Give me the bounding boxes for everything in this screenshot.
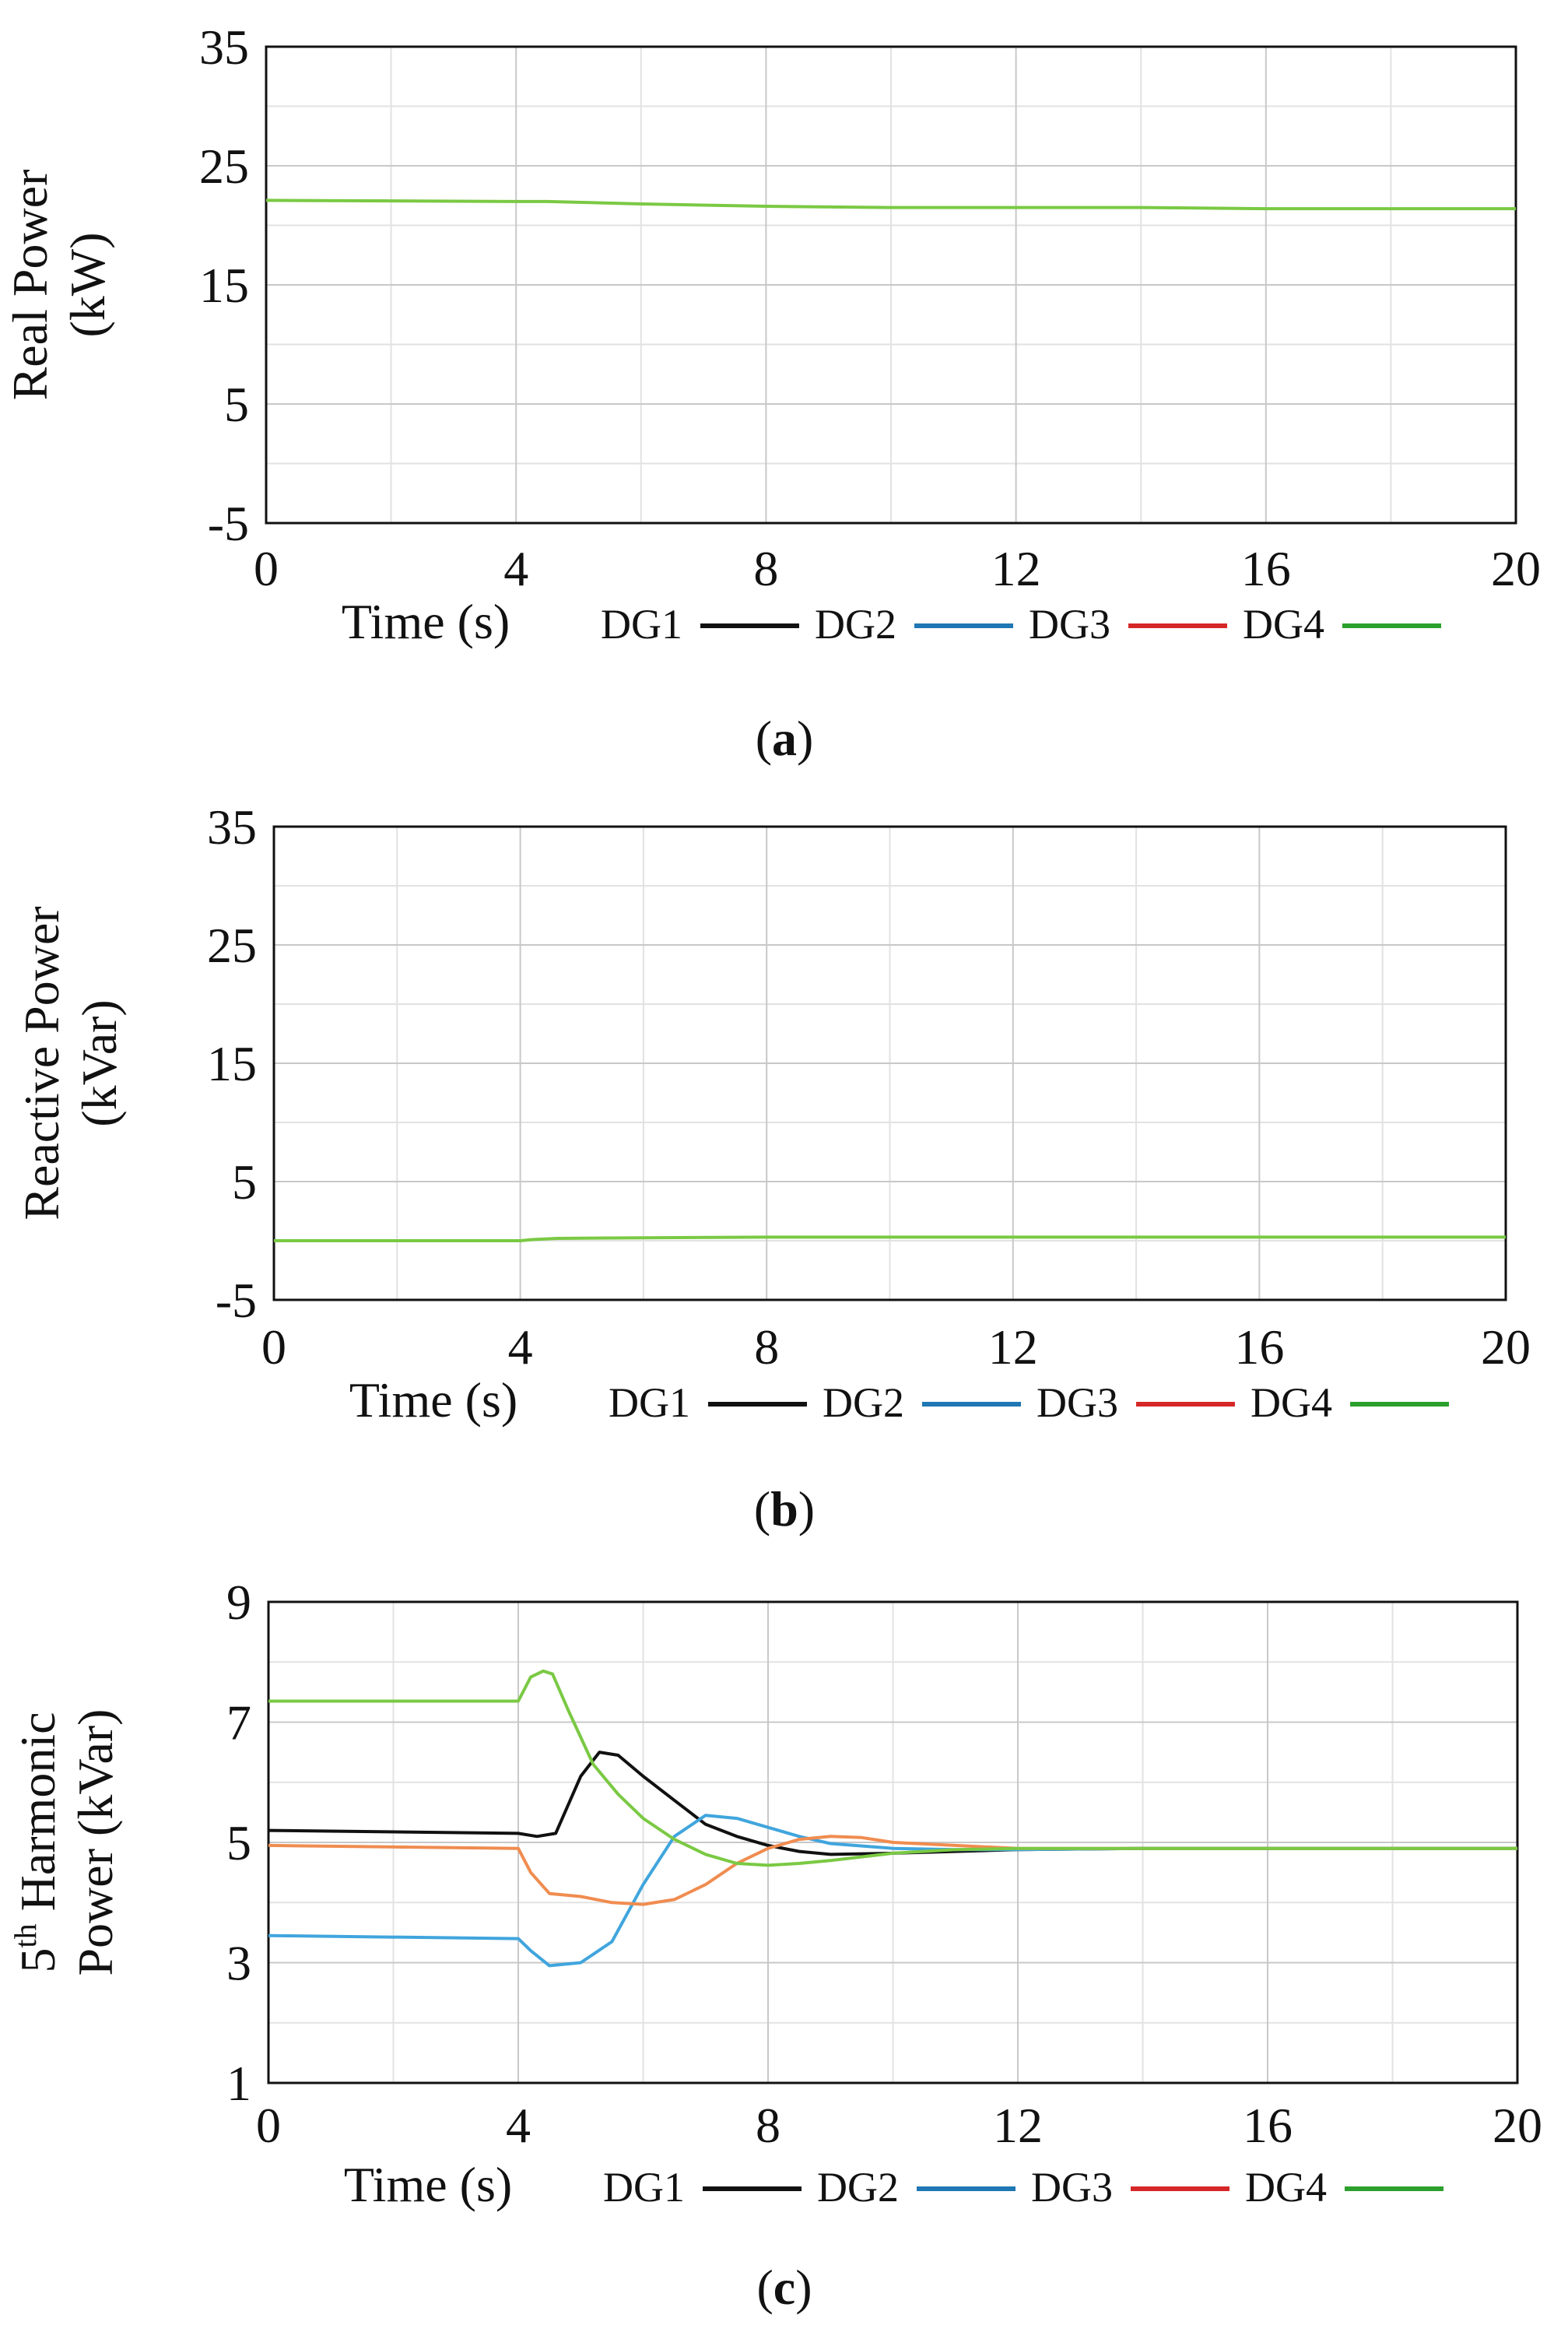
panel-caption: (b) [754,1481,815,1537]
legend-label-dg3: DG3 [1037,1379,1118,1426]
x-tick-label: 8 [753,541,778,596]
y-tick-label: 5 [232,1154,257,1210]
chart-panel-a: -5 5 15 25 35 0 4 8 12 16 20 Real Power (kW) Time (s)… [2,19,1541,766]
x-tick-label: 12 [991,541,1041,596]
x-tick-label: 12 [988,1319,1038,1375]
y-tick-label: 3 [226,1936,251,1991]
y-tick-label: 5 [226,1815,251,1870]
y-axis-label-line1: Real Power [2,170,58,401]
y-axis-label-line1: Reactive Power [14,906,69,1220]
plot-frame [272,825,1507,1301]
y-axis-label-line2: Power (kVar) [68,1709,123,1976]
panel-caption: (a) [756,711,814,766]
x-tick-label: 8 [754,1319,779,1375]
plot-frame [267,1600,1519,2084]
y-axis-label-line2: (kVar) [72,999,127,1126]
x-tick-label: 12 [993,2098,1043,2153]
series-line-dg4 [265,198,1516,211]
series-line-dg4 [268,1669,1517,1867]
x-tick-label: 4 [508,1319,533,1375]
y-axis-label: Real Power (kW) [2,170,115,401]
y-axis-label-line1: 5th Harmonic [8,1712,65,1972]
plot-frame [265,45,1517,525]
x-tick-label: 20 [1481,1319,1531,1375]
y-tick-label: 15 [207,1036,257,1091]
y-tick-label: 9 [226,1575,251,1630]
y-tick-label: -5 [208,496,249,551]
legend-label-dg2: DG2 [815,601,896,648]
y-tick-label: -5 [216,1273,257,1328]
y-axis-label-line2: (kW) [60,232,115,337]
legend-label-dg3: DG3 [1031,2164,1113,2211]
y-axis-label: Reactive Power (kVar) [14,906,127,1220]
legend-label-dg2: DG2 [817,2164,899,2211]
y-tick-label: 15 [199,258,249,313]
x-axis-label: Time (s) [344,2157,512,2212]
x-tick-label: 16 [1241,541,1291,596]
x-axis-label: Time (s) [349,1372,517,1428]
y-tick-label: 35 [199,19,249,75]
legend-label-dg2: DG2 [823,1379,904,1426]
y-tick-label: 1 [226,2056,251,2111]
x-tick-label: 16 [1234,1319,1284,1375]
y-tick-label: 25 [199,139,249,194]
legend-label-dg1: DG1 [601,601,682,648]
y-tick-label: 35 [207,799,257,855]
legend-label-dg3: DG3 [1029,601,1110,648]
legend-label-dg4: DG4 [1243,601,1324,648]
y-axis-label: 5th Harmonic Power (kVar) [8,1709,123,1976]
panel-caption: (c) [756,2260,812,2315]
x-tick-label: 0 [261,1319,286,1375]
x-tick-label: 0 [256,2098,281,2153]
series-line-dg4 [274,1235,1506,1242]
x-tick-label: 20 [1491,541,1541,596]
x-axis-label: Time (s) [342,594,510,649]
x-tick-label: 4 [506,2098,531,2153]
x-tick-label: 20 [1493,2098,1542,2153]
legend-label-dg4: DG4 [1251,1379,1332,1426]
legend-label-dg1: DG1 [603,2164,685,2211]
x-tick-label: 4 [503,541,528,596]
y-tick-label: 7 [226,1695,251,1751]
legend-label-dg1: DG1 [609,1379,690,1426]
y-tick-label: 25 [207,918,257,973]
x-tick-label: 8 [756,2098,780,2153]
x-tick-label: 0 [254,541,279,596]
y-tick-label: 5 [224,377,249,432]
x-tick-label: 16 [1243,2098,1293,2153]
chart-panel-c: 1 3 5 7 9 0 4 8 12 16 20 5th Harmonic Power (kVar) Ti… [8,1575,1542,2315]
chart-panel-b: -5 5 15 25 35 0 4 8 12 16 20 Reactive Power (kVar) Ti… [14,799,1531,1537]
legend-label-dg4: DG4 [1245,2164,1327,2211]
